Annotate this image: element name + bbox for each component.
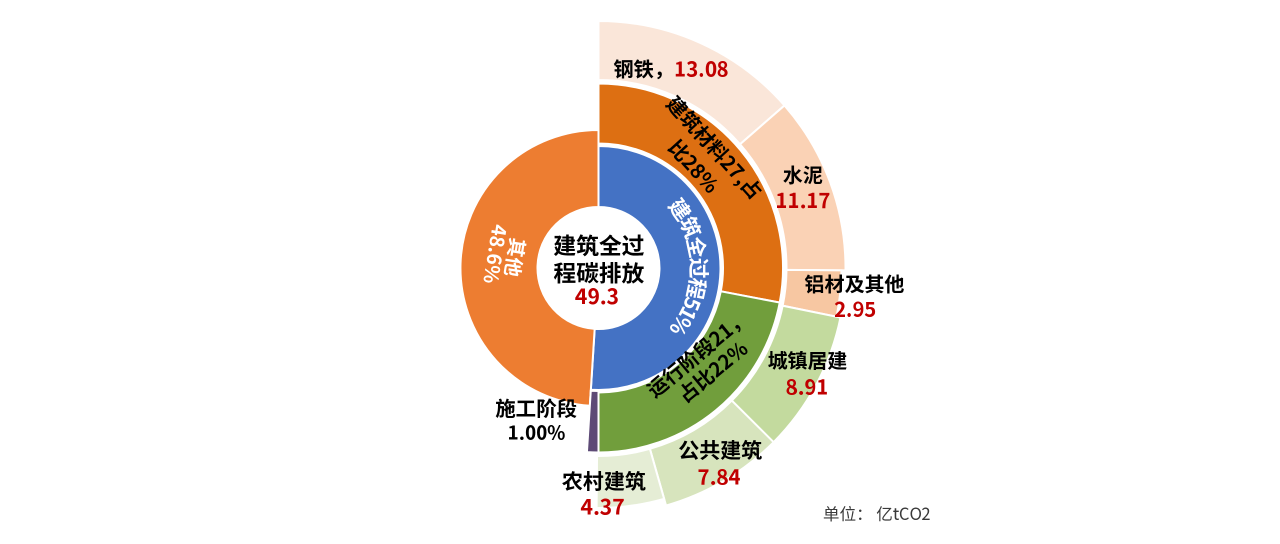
svg-text:49.3: 49.3 <box>575 281 619 311</box>
svg-text:过: 过 <box>684 258 714 279</box>
svg-text:4.37: 4.37 <box>581 492 625 522</box>
svg-text:水泥: 水泥 <box>783 160 823 189</box>
svg-text:铝材及其他: 铝材及其他 <box>805 269 905 298</box>
svg-text:7.84: 7.84 <box>698 461 741 491</box>
svg-text:钢铁，13.08: 钢铁，13.08 <box>613 53 728 83</box>
svg-text:2.95: 2.95 <box>834 294 876 323</box>
svg-text:城镇居建: 城镇居建 <box>768 345 848 374</box>
svg-text:程碳排放: 程碳排放 <box>553 256 644 289</box>
svg-text:单位： 亿tCO2: 单位： 亿tCO2 <box>823 501 931 525</box>
svg-text:1.00%: 1.00% <box>507 419 565 446</box>
svg-text:农村建筑: 农村建筑 <box>562 466 646 496</box>
svg-text:建筑全过: 建筑全过 <box>553 228 644 261</box>
svg-text:其他: 其他 <box>499 236 534 279</box>
svg-text:11.17: 11.17 <box>775 184 830 214</box>
svg-text:公共建筑: 公共建筑 <box>678 435 762 465</box>
svg-text:8.91: 8.91 <box>786 371 829 401</box>
svg-text:施工阶段: 施工阶段 <box>495 392 577 422</box>
